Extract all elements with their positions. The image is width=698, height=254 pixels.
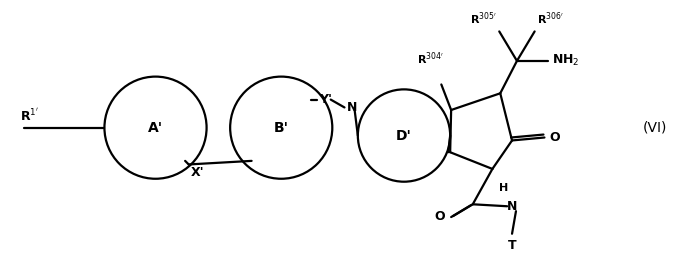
Text: (VI): (VI) [642,121,667,135]
Text: A': A' [148,121,163,135]
Text: O: O [549,131,560,144]
Text: H: H [498,183,508,193]
Text: N: N [507,200,517,213]
Text: T: T [507,239,517,252]
Text: R$^{305'}$: R$^{305'}$ [470,10,497,26]
Text: O: O [435,210,445,223]
Text: Y': Y' [319,93,332,106]
Text: R$^{1'}$: R$^{1'}$ [20,107,39,124]
Text: D': D' [396,129,412,142]
Text: NH$_2$: NH$_2$ [552,53,579,68]
Text: R$^{304'}$: R$^{304'}$ [417,51,444,67]
Text: B': B' [274,121,289,135]
Text: N: N [346,101,357,114]
Text: R$^{306'}$: R$^{306'}$ [537,10,563,26]
Text: X': X' [191,166,205,179]
